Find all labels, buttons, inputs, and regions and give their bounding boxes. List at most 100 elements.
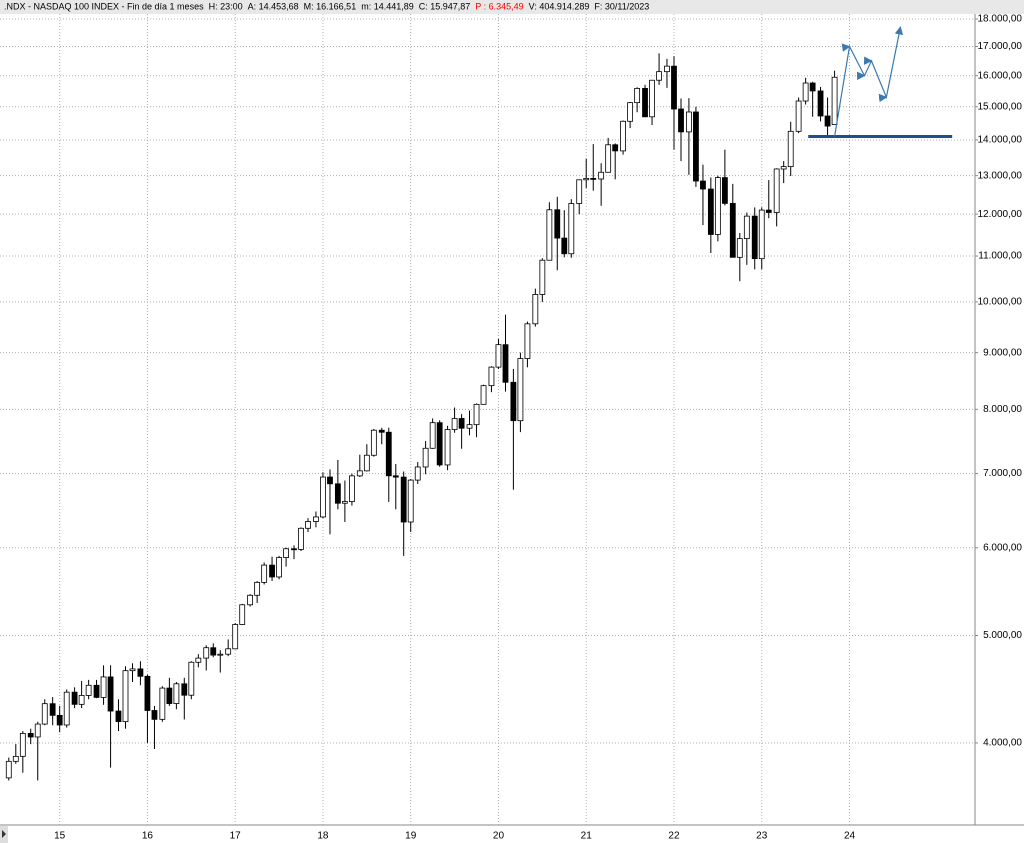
candle-body [429, 422, 436, 449]
candle-body [378, 429, 385, 433]
x-tick-label: 22 [668, 831, 680, 842]
candle-body [107, 676, 114, 712]
candle-body [63, 691, 70, 726]
candle-body [327, 476, 333, 485]
candle-body [780, 166, 787, 170]
candle-body [444, 429, 451, 466]
candle-body [758, 209, 765, 260]
candle-body [49, 703, 56, 716]
candle-body [546, 209, 553, 261]
candle-body [363, 454, 370, 472]
candle-body [743, 215, 750, 240]
x-tick-label: 19 [405, 831, 417, 842]
candle-body [269, 564, 275, 578]
x-tick-label: 23 [756, 831, 768, 842]
candle-body [598, 171, 605, 180]
header-item: F: 30/11/2023 [594, 1, 649, 11]
candle-body [671, 65, 677, 110]
candle-body [495, 344, 502, 368]
candle-body [414, 466, 421, 481]
candle-body [19, 733, 26, 757]
candle-body [787, 130, 794, 168]
candle-body [313, 516, 319, 522]
candle-body [144, 675, 151, 711]
header-item: A: 14.453,68 [248, 1, 299, 11]
header-item: P : 6.345,49 [475, 1, 523, 11]
scroll-arrow [2, 830, 6, 838]
candle-body [480, 385, 487, 405]
y-tick-label: 5.000,00 [983, 630, 1022, 641]
candle-body [634, 88, 641, 104]
candle-body [122, 670, 129, 723]
candle-body [824, 115, 831, 127]
candle-body [305, 521, 311, 529]
y-tick-label: 13.000,00 [978, 170, 1023, 181]
candle-body [225, 648, 232, 655]
projection-line [833, 26, 904, 137]
candle-body [27, 733, 34, 738]
candle-body [656, 71, 662, 81]
y-tick-label: 10.000,00 [978, 297, 1023, 308]
candle-body [195, 657, 202, 663]
header-item: H: 23:00 [209, 1, 243, 11]
candle-body [458, 418, 465, 429]
candle-body [590, 178, 597, 180]
y-tick-label: 14.000,00 [978, 135, 1023, 146]
candle-body [254, 581, 261, 596]
candle-body [831, 76, 838, 126]
y-tick-label: 9.000,00 [983, 347, 1022, 358]
candle-body [620, 120, 626, 152]
candle-body [473, 403, 480, 426]
candle-body [809, 82, 816, 92]
header-item: C: 15.947,87 [419, 1, 471, 11]
candle-body [5, 760, 12, 779]
candle-body [422, 447, 429, 468]
candle-body [217, 653, 224, 656]
candle-body [12, 755, 19, 762]
header-bar [0, 0, 1024, 14]
candle-body [93, 684, 100, 698]
candle-body [686, 111, 692, 133]
candle-body [502, 344, 509, 383]
candle-body [298, 527, 304, 550]
header: .NDX - NASDAQ 100 INDEX - Fin de día 1 m… [4, 1, 649, 11]
candle-body [707, 188, 714, 235]
header-item: .NDX - NASDAQ 100 INDEX - Fin de día 1 m… [4, 1, 204, 11]
candle-body [736, 238, 743, 258]
candle-body [407, 479, 414, 523]
x-tick-label: 24 [844, 831, 856, 842]
header-item: V: 404.914.289 [529, 1, 590, 11]
candle-body [700, 180, 706, 190]
candle-body [627, 102, 634, 122]
y-tick-label: 8.000,00 [983, 404, 1022, 415]
candle-body [605, 144, 612, 173]
candle-body [85, 684, 92, 696]
candle-body [100, 676, 107, 698]
candle-body [129, 668, 136, 672]
candle-body [795, 100, 802, 132]
candle-body [188, 661, 195, 696]
candle-body [693, 111, 699, 182]
y-tick-label: 12.000,00 [978, 209, 1023, 220]
candle-body [466, 424, 473, 429]
candle-body [524, 323, 531, 359]
x-tick-label: 21 [581, 831, 593, 842]
candle-body [320, 476, 326, 518]
candle-body [488, 366, 495, 387]
candle-body [583, 178, 590, 181]
candle-body [664, 65, 670, 73]
y-tick-label: 18.000,00 [978, 14, 1023, 25]
candle-body [166, 687, 173, 704]
candle-body [334, 483, 341, 504]
candle-body [356, 470, 363, 477]
candle-body [510, 381, 517, 422]
candle-body [210, 647, 217, 656]
x-tick-label: 16 [142, 831, 154, 842]
candle-body [729, 202, 736, 258]
y-tick-label: 4.000,00 [983, 738, 1022, 749]
candle-body [817, 90, 824, 117]
candle-body [34, 723, 41, 738]
candle-body [751, 215, 758, 260]
candle-body [612, 144, 619, 152]
